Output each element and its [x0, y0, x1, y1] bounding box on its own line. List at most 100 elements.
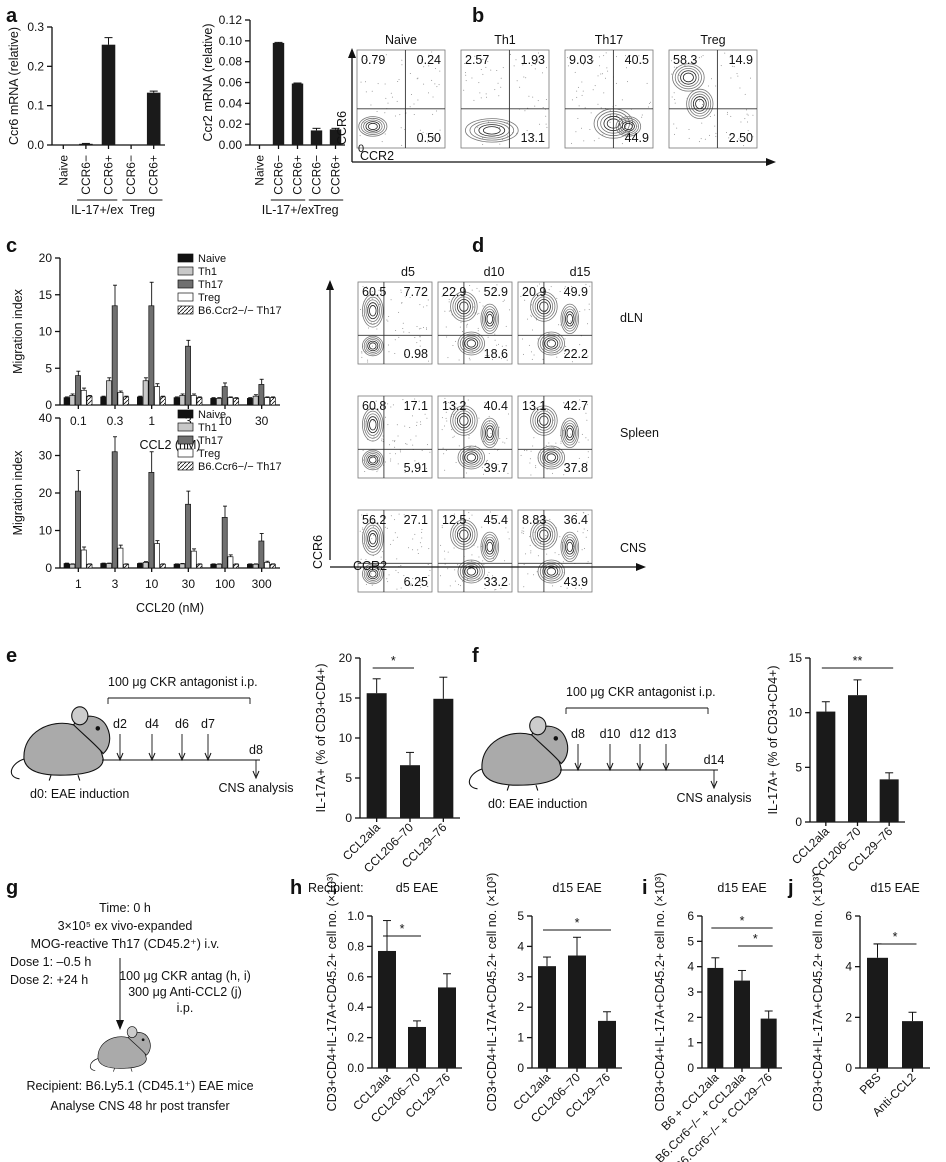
d-event-dot [362, 528, 364, 530]
d-event-dot [422, 327, 424, 329]
b-event-dot [713, 114, 715, 116]
d-event-dot [469, 359, 471, 361]
d-event-dot [362, 285, 364, 287]
b-plot-title: Th1 [494, 33, 516, 47]
d-event-dot [385, 416, 387, 418]
mouse-eye [553, 736, 559, 741]
b-event-dot [739, 87, 741, 89]
d-event-dot [372, 519, 374, 521]
d-event-dot [525, 553, 527, 555]
b-quadrant-ul: 2.57 [465, 53, 489, 67]
a2-xtick-label: CCR6+ [291, 155, 305, 195]
b-event-dot [528, 133, 530, 135]
b-event-dot [582, 64, 584, 66]
d-event-dot [496, 449, 498, 451]
c2-xtick-label: 300 [252, 577, 272, 591]
d-event-dot [548, 332, 550, 334]
d-quadrant-lr: 43.9 [564, 575, 588, 589]
d-event-dot [398, 311, 400, 313]
b-event-dot [677, 54, 679, 56]
d-event-dot [388, 351, 390, 353]
d-event-dot [384, 461, 386, 463]
b-event-dot [426, 141, 428, 143]
b-event-dot [715, 132, 717, 134]
b-event-dot [582, 90, 584, 92]
d-event-dot [581, 549, 583, 551]
c2-legend-swatch [177, 435, 194, 445]
b-event-dot [738, 138, 740, 140]
d-contour [563, 422, 577, 444]
c2-bar [185, 503, 191, 569]
a2-group-label: Treg [313, 203, 338, 217]
d-event-dot [394, 519, 396, 521]
d-contour [363, 410, 382, 439]
d-event-dot [481, 526, 483, 528]
d-event-dot [587, 456, 589, 458]
a2-ytick-label: 0.10 [219, 34, 243, 48]
d-event-dot [586, 419, 588, 421]
b-contour [680, 70, 697, 85]
mouse-head [127, 1032, 151, 1056]
e-dose-arrowhead [178, 752, 186, 762]
d-event-dot [483, 440, 485, 442]
b-event-dot [740, 121, 742, 123]
h-recipient-label: Recipient: [308, 881, 364, 895]
j-ytick-label: 0 [845, 1061, 852, 1075]
d-event-dot [466, 324, 468, 326]
d-contour [464, 337, 479, 350]
b-event-dot [400, 127, 402, 129]
f-mouse-icon [468, 716, 569, 791]
b-event-dot [684, 65, 686, 67]
d-event-dot [394, 441, 396, 443]
d-event-dot [531, 304, 533, 306]
d-event-dot [486, 462, 488, 464]
c2-bar [233, 563, 240, 569]
d-contour [480, 303, 500, 335]
d-event-dot [579, 311, 581, 313]
d-quadrant-ur: 36.4 [564, 513, 588, 527]
c2-bar [196, 563, 203, 569]
c1-bar [100, 396, 107, 406]
i-ytick-label: 2 [687, 1010, 694, 1024]
b-event-dot [673, 66, 675, 68]
d-event-dot [535, 465, 537, 467]
d-event-dot [481, 545, 483, 547]
d-event-dot [579, 399, 581, 401]
d-event-dot [501, 345, 503, 347]
b-event-dot [423, 66, 425, 68]
b-event-dot [384, 112, 386, 114]
a1-xtick-label: CCR6+ [147, 155, 161, 195]
d-event-dot [478, 312, 480, 314]
d-event-dot [541, 406, 543, 408]
b-contour [367, 122, 378, 130]
d-event-dot [402, 399, 404, 401]
b-event-dot [671, 96, 673, 98]
d-event-dot [478, 417, 480, 419]
b-contour [619, 119, 637, 134]
d-event-dot [454, 569, 456, 571]
c1-legend-swatch [177, 253, 194, 263]
d-event-dot [400, 565, 402, 567]
d-contour [480, 531, 500, 563]
i-significance-label: * [740, 914, 745, 928]
b-event-dot [747, 130, 749, 132]
d-event-dot [585, 536, 587, 538]
e-dose-arrowhead [204, 752, 212, 762]
b-event-dot [434, 68, 436, 70]
mouse-body [97, 1036, 147, 1069]
d-event-dot [378, 303, 380, 305]
b-event-dot [571, 142, 573, 144]
b-event-dot [714, 125, 716, 127]
d-event-dot [561, 452, 563, 454]
b-event-dot [698, 141, 700, 143]
c1-bar [142, 380, 149, 406]
d-event-dot [482, 305, 484, 307]
d-event-dot [586, 404, 588, 406]
b-event-dot [428, 65, 430, 67]
d-event-dot [373, 420, 375, 422]
d-event-dot [494, 580, 496, 582]
c2-legend-swatch [177, 422, 194, 432]
d-event-dot [496, 344, 498, 346]
d-event-dot [496, 284, 498, 286]
d-contour [369, 342, 377, 350]
